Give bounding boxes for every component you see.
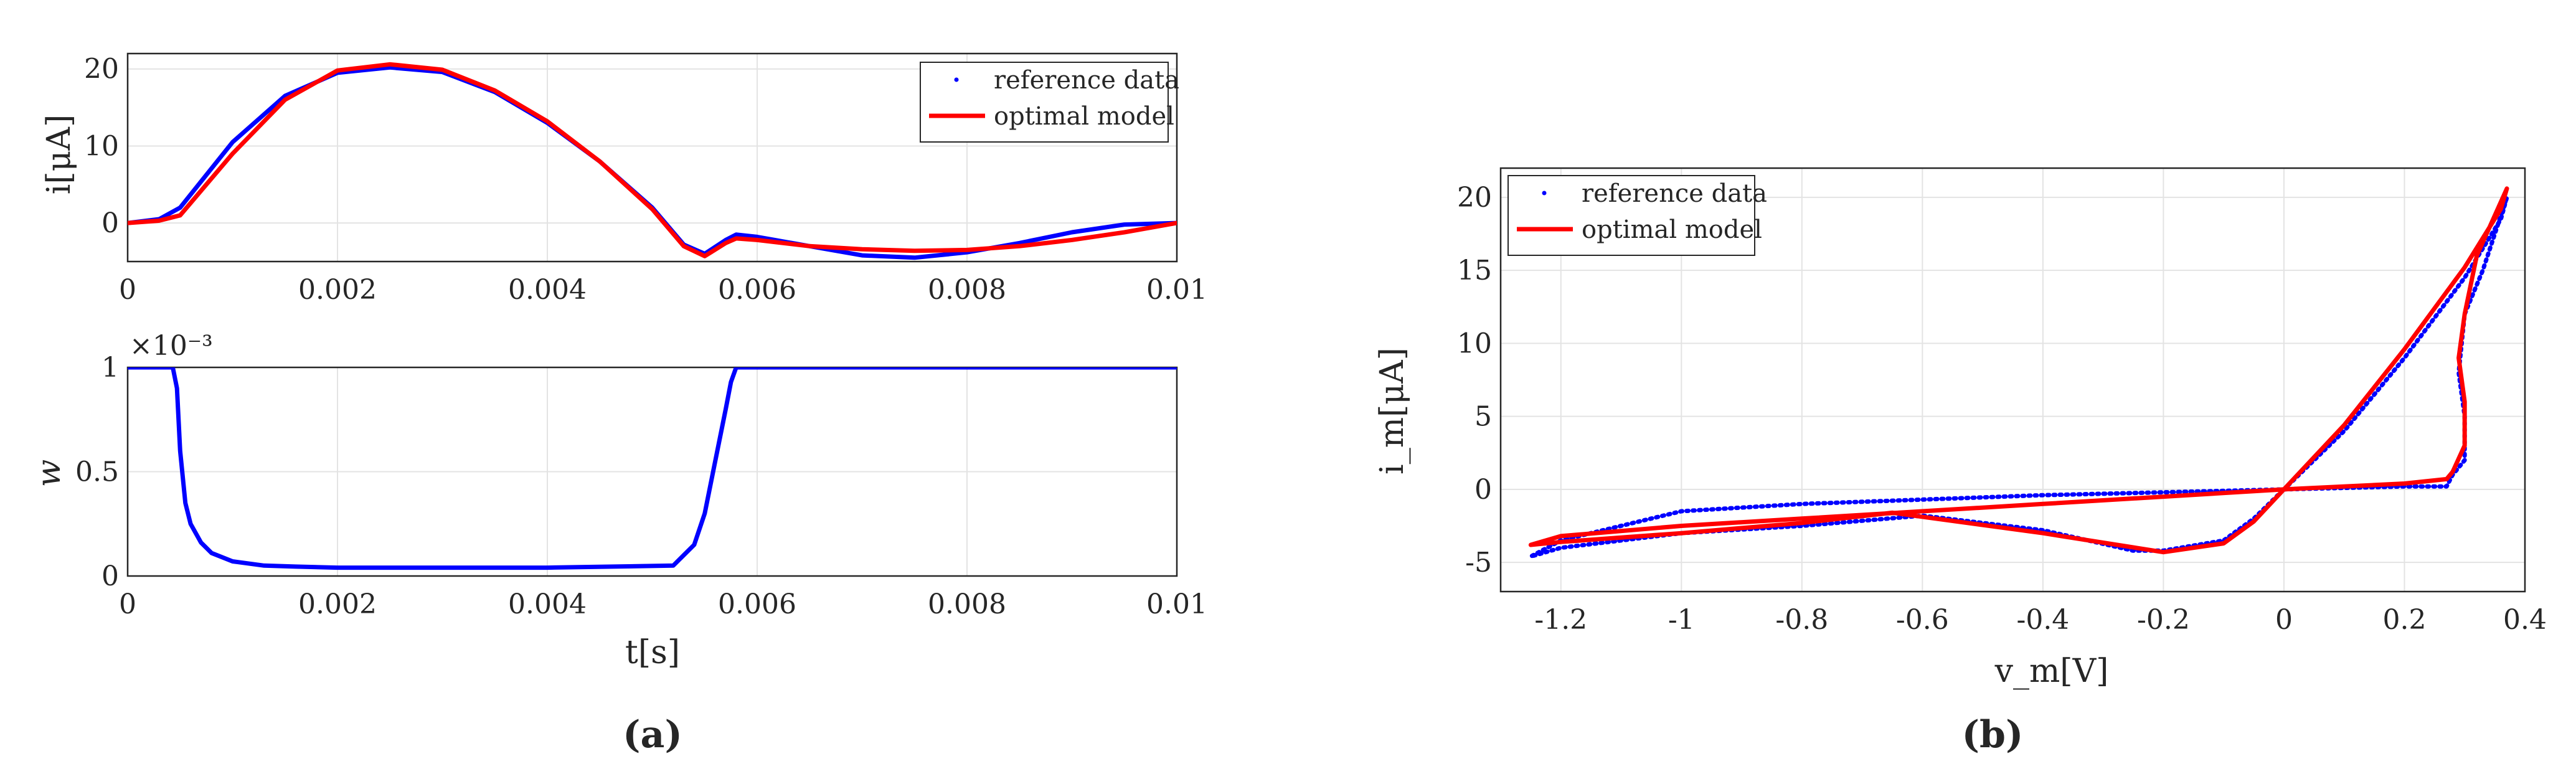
series-line-w <box>128 367 1177 570</box>
y-tick-label: 15 <box>1457 255 1492 286</box>
x-tick-label: 0.006 <box>718 274 796 306</box>
x-tick-label: 0.004 <box>508 274 587 306</box>
y-tick-label: 5 <box>1474 401 1492 433</box>
x-tick-label: 0.01 <box>1146 588 1207 620</box>
ylabel-a-top: i[μA] <box>40 115 78 195</box>
y-tick-label: 0 <box>101 560 119 592</box>
x-tick-label: -0.2 <box>2137 604 2190 636</box>
x-tick-label: 0.004 <box>508 588 587 620</box>
x-tick-label: -1.2 <box>1534 604 1587 636</box>
legend-marker-reference <box>1542 191 1547 196</box>
x-tick-label: -0.8 <box>1775 604 1828 636</box>
legend: reference data optimal model <box>920 62 1179 143</box>
legend: reference data optimal model <box>1507 175 1767 256</box>
y-tick-label: 0 <box>101 207 119 239</box>
scale-label-a-bottom: ×10⁻³ <box>130 330 213 362</box>
x-tick-label: 0.4 <box>2503 604 2547 636</box>
series-line-optimal-model <box>128 62 1177 258</box>
y-tick-label: 20 <box>84 54 119 85</box>
legend-marker-reference <box>954 77 959 82</box>
series-line-optimal-model <box>1528 186 2509 555</box>
x-tick-label: 0 <box>2275 604 2293 636</box>
x-tick-label: 0.2 <box>2382 604 2426 636</box>
axes-frame <box>126 366 1178 577</box>
x-tick-label: -1 <box>1668 604 1695 636</box>
xlabel-b: v_m[V] <box>1994 653 2109 690</box>
x-tick-label: 0.008 <box>928 274 1006 306</box>
plot-b: -1.2 -1 -0.8 -0.6 -0.4 -0.2 0 0.2 0.4 20 15 10 5 0 -5 r… <box>1457 167 2547 636</box>
x-tick-label: 0 <box>119 588 136 620</box>
ylabel-a-bottom: w <box>31 460 68 488</box>
panel-label-b: (b) <box>1962 713 2024 757</box>
y-tick-label: 0.5 <box>75 456 119 488</box>
x-tick-label: 0.006 <box>718 588 796 620</box>
axes-frame <box>1499 167 2526 593</box>
x-tick-label: -0.6 <box>1896 604 1949 636</box>
x-tick-label: 0 <box>119 274 136 306</box>
legend-label: optimal model <box>1582 215 1762 244</box>
legend-label: reference data <box>1582 179 1767 208</box>
legend-box <box>1507 175 1755 256</box>
y-tick-label: 1 <box>101 352 119 384</box>
x-tick-label: 0.01 <box>1146 274 1207 306</box>
axes-frame <box>126 52 1178 263</box>
legend-box <box>920 62 1169 143</box>
ylabel-b: i_m[μA] <box>1374 347 1411 474</box>
y-tick-label: 20 <box>1457 182 1492 214</box>
plot-a-bottom: 0 0.002 0.004 0.006 0.008 0.01 1 0.5 0 <box>75 352 1207 620</box>
legend-label: reference data <box>994 66 1179 95</box>
x-tick-label: 0.002 <box>298 588 377 620</box>
x-tick-label: 0.008 <box>928 588 1006 620</box>
y-tick-label: -5 <box>1465 547 1492 578</box>
y-tick-label: 0 <box>1474 474 1492 506</box>
legend-label: optimal model <box>994 102 1174 131</box>
xlabel-a-bottom: t[s] <box>625 634 680 671</box>
panel-label-a: (a) <box>623 713 682 757</box>
y-tick-label: 10 <box>84 130 119 162</box>
plot-a-top: 0 0.002 0.004 0.006 0.008 0.01 20 10 0 reference … <box>84 52 1207 306</box>
x-tick-label: -0.4 <box>2016 604 2069 636</box>
y-tick-label: 10 <box>1457 328 1492 359</box>
x-tick-label: 0.002 <box>298 274 377 306</box>
